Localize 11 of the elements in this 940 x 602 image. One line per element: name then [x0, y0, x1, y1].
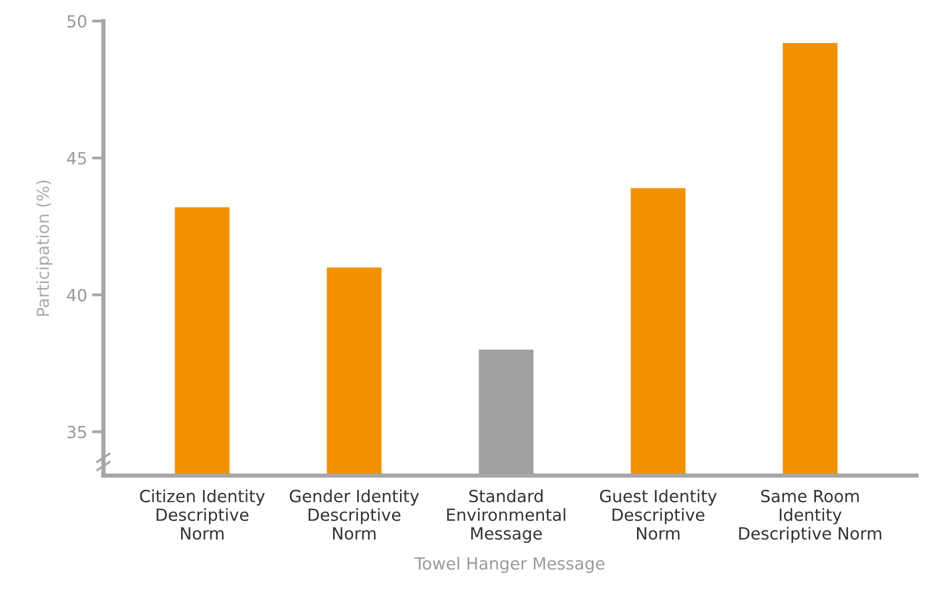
y-tick-label: 45: [67, 152, 86, 165]
x-tick-label: Guest Identity Descriptive Norm: [600, 489, 717, 540]
y-tick-label: 50: [68, 15, 86, 28]
y-tick-label: 40: [67, 288, 86, 302]
x-tick-label: Standard Environmental Message: [447, 489, 566, 543]
x-tick-label: Same Room Identity Descriptive Norm: [739, 490, 882, 543]
x-axis-title: Towel Hanger Message: [414, 556, 604, 573]
x-tick-label: Gender Identity Descriptive Norm: [290, 489, 419, 540]
y-axis-title: Participation (%): [36, 180, 52, 316]
y-tick-label: 35: [67, 426, 86, 438]
x-tick-label: Citizen Identity Descriptive Norm: [140, 489, 265, 540]
